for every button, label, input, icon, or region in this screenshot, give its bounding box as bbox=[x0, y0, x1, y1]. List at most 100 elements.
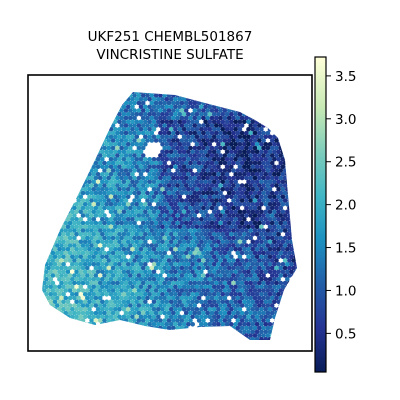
spot bbox=[211, 194, 217, 200]
spot bbox=[244, 356, 249, 361]
spot bbox=[239, 310, 245, 316]
spot bbox=[205, 310, 210, 316]
spot bbox=[108, 157, 114, 162]
spot bbox=[239, 123, 245, 128]
spot bbox=[113, 164, 118, 170]
spot bbox=[102, 168, 107, 173]
spot bbox=[207, 292, 213, 297]
spot bbox=[226, 220, 232, 226]
spot bbox=[280, 194, 286, 200]
spot bbox=[224, 239, 230, 245]
spot bbox=[265, 115, 271, 121]
spot bbox=[235, 265, 241, 271]
spot bbox=[207, 314, 213, 320]
spot bbox=[203, 194, 208, 200]
spot bbox=[115, 258, 120, 263]
spot bbox=[42, 149, 45, 155]
spot bbox=[186, 149, 191, 155]
spot bbox=[63, 123, 69, 128]
spot bbox=[125, 202, 131, 207]
spot bbox=[263, 262, 269, 267]
spot bbox=[42, 224, 45, 230]
spot bbox=[181, 284, 187, 290]
spot bbox=[196, 220, 202, 226]
spot bbox=[42, 273, 43, 278]
spot bbox=[67, 265, 73, 271]
spot bbox=[240, 86, 245, 91]
spot bbox=[93, 130, 99, 136]
spot bbox=[231, 333, 236, 338]
spot bbox=[280, 209, 286, 215]
spot bbox=[70, 307, 75, 312]
spot bbox=[229, 360, 234, 365]
spot bbox=[192, 295, 198, 301]
spot bbox=[89, 310, 94, 316]
spot bbox=[128, 356, 133, 361]
spot bbox=[164, 337, 170, 340]
spot bbox=[98, 86, 103, 91]
spot bbox=[72, 100, 77, 106]
spot bbox=[199, 157, 204, 162]
spot bbox=[166, 288, 172, 293]
spot bbox=[162, 100, 167, 106]
spot bbox=[192, 175, 198, 181]
spot bbox=[66, 352, 71, 357]
spot bbox=[74, 262, 79, 267]
spot bbox=[70, 329, 75, 335]
spot bbox=[54, 205, 60, 211]
spot bbox=[42, 213, 47, 218]
spot bbox=[201, 303, 206, 308]
spot bbox=[233, 217, 238, 222]
spot bbox=[54, 115, 60, 121]
spot bbox=[205, 115, 210, 121]
spot bbox=[298, 337, 303, 342]
spot bbox=[300, 116, 305, 121]
spot bbox=[226, 273, 232, 278]
spot bbox=[134, 164, 140, 170]
spot bbox=[132, 265, 137, 271]
spot bbox=[93, 175, 99, 181]
spot bbox=[143, 337, 148, 340]
spot bbox=[276, 299, 281, 305]
spot bbox=[291, 138, 297, 143]
spot bbox=[265, 318, 271, 323]
spot bbox=[57, 187, 62, 192]
spot bbox=[218, 333, 223, 338]
spot bbox=[115, 288, 120, 293]
spot bbox=[222, 318, 228, 323]
spot bbox=[65, 217, 71, 222]
spot bbox=[272, 209, 277, 215]
spot bbox=[145, 363, 150, 368]
plot-frame bbox=[27, 74, 313, 352]
spot bbox=[74, 134, 79, 140]
spot bbox=[150, 341, 155, 346]
spot bbox=[282, 183, 288, 188]
spot bbox=[166, 280, 172, 286]
spot bbox=[95, 97, 101, 102]
spot bbox=[138, 262, 144, 267]
spot bbox=[52, 307, 58, 312]
spot bbox=[214, 115, 219, 121]
spot bbox=[151, 119, 157, 125]
spot bbox=[239, 265, 245, 271]
spot bbox=[82, 322, 88, 327]
spot bbox=[183, 318, 189, 323]
spot bbox=[80, 168, 86, 173]
spot bbox=[162, 183, 167, 188]
spot bbox=[104, 345, 109, 350]
spot bbox=[263, 299, 269, 305]
spot bbox=[199, 307, 204, 312]
spot bbox=[194, 127, 200, 132]
spot bbox=[177, 224, 183, 230]
spot bbox=[72, 153, 77, 158]
spot bbox=[276, 232, 281, 237]
spot bbox=[226, 213, 232, 218]
spot bbox=[54, 310, 60, 316]
spot bbox=[252, 303, 258, 308]
spot bbox=[300, 93, 305, 98]
spot bbox=[78, 307, 84, 312]
spot bbox=[93, 333, 99, 338]
spot bbox=[207, 232, 213, 237]
spot bbox=[156, 119, 161, 125]
spot bbox=[302, 202, 307, 207]
